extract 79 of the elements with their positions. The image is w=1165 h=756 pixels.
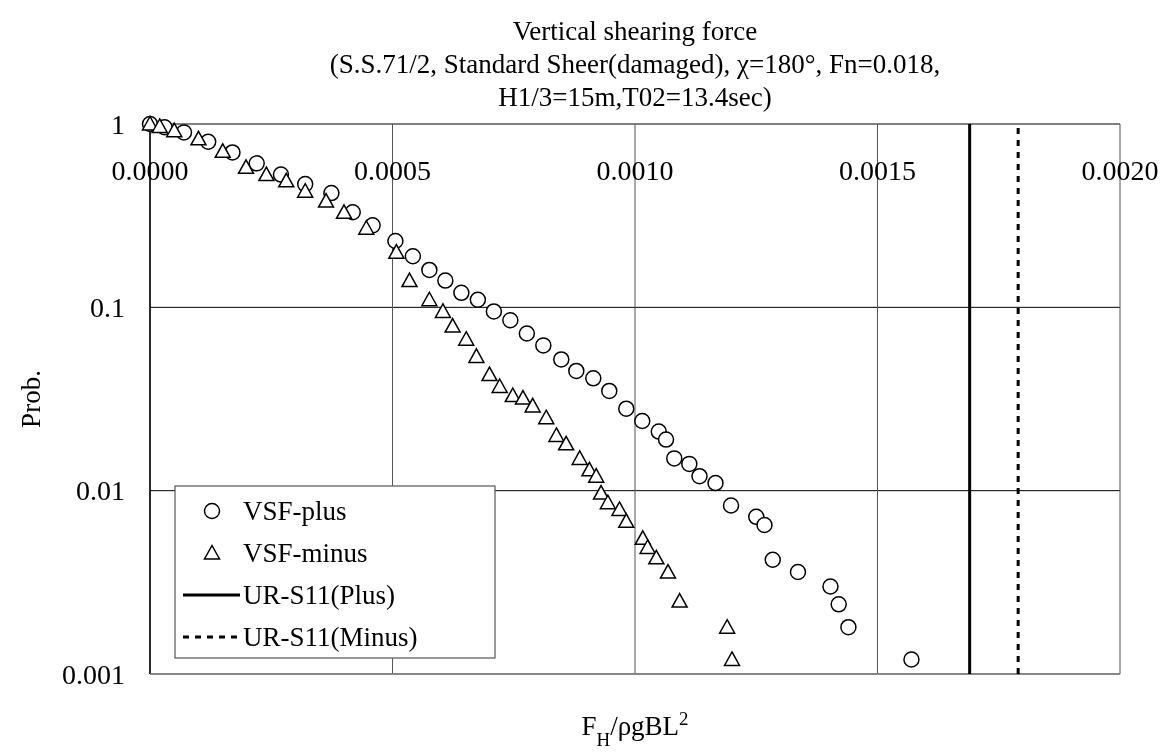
legend-label: UR-S11(Plus)	[243, 580, 396, 611]
point	[681, 455, 698, 473]
point	[568, 362, 585, 380]
point	[453, 284, 470, 302]
chart-subtitle: (S.S.71/2, Standard Sheer(damaged), χ=180°, Fn=0.018, H1/3=15m,T02=13.4sec)	[329, 49, 941, 112]
point	[840, 618, 857, 636]
point	[822, 578, 839, 595]
x-tick-label: 0.0020	[1081, 155, 1159, 186]
point	[618, 513, 635, 529]
point	[723, 651, 741, 667]
point	[634, 412, 651, 430]
point	[903, 651, 920, 668]
y-axis-title: Prob.	[16, 370, 46, 428]
point	[151, 118, 168, 134]
point	[444, 317, 461, 333]
point	[404, 247, 422, 265]
point	[278, 172, 295, 188]
point	[538, 409, 555, 425]
point	[830, 596, 847, 613]
point	[237, 159, 255, 175]
point	[468, 348, 485, 364]
point	[437, 272, 454, 289]
point	[756, 516, 773, 534]
point	[335, 204, 353, 220]
point	[166, 122, 183, 138]
legend-label: VSF-minus	[243, 538, 368, 569]
x-axis-title: F$_{H}$/ρgBL$^{2}$	[581, 707, 689, 750]
point	[358, 220, 375, 235]
point	[718, 618, 736, 634]
point	[401, 272, 418, 288]
point	[599, 494, 617, 510]
point	[502, 312, 519, 329]
point	[585, 370, 602, 387]
point	[671, 592, 688, 608]
point	[258, 166, 275, 182]
y-tick-label: 0.01	[76, 475, 125, 507]
y-tick-label: 0.001	[62, 658, 125, 690]
point	[514, 389, 532, 405]
point	[764, 551, 781, 568]
point	[524, 397, 541, 413]
point	[434, 303, 452, 319]
point	[535, 337, 552, 354]
point	[657, 431, 675, 448]
point	[557, 435, 575, 451]
point	[190, 130, 207, 146]
y-tick-label: 1	[111, 108, 125, 140]
point	[571, 450, 588, 466]
point	[214, 143, 231, 159]
point	[789, 563, 807, 581]
point	[707, 474, 724, 492]
point	[666, 450, 683, 467]
point	[553, 351, 570, 368]
point	[248, 155, 265, 172]
x-tick-label: 0.0010	[596, 155, 674, 186]
point	[296, 182, 314, 198]
point	[457, 330, 475, 346]
point	[691, 467, 708, 485]
point	[659, 563, 677, 579]
legend-label: UR-S11(Minus)	[243, 622, 418, 653]
point	[648, 549, 665, 565]
point	[469, 291, 487, 308]
point	[421, 291, 438, 307]
point	[481, 366, 498, 382]
point	[491, 378, 508, 394]
point	[485, 303, 503, 320]
point	[722, 497, 740, 514]
point	[611, 501, 628, 517]
legend-label: VSF-plus	[243, 496, 347, 527]
point	[618, 400, 635, 417]
point	[548, 427, 565, 443]
point	[317, 192, 335, 208]
point	[587, 467, 605, 483]
point	[388, 243, 405, 259]
point	[639, 539, 656, 555]
point	[518, 325, 536, 342]
chart-title: Vertical shearing force	[512, 16, 758, 46]
point	[421, 261, 438, 279]
y-tick-label: 0.1	[90, 292, 125, 324]
point	[601, 382, 618, 400]
